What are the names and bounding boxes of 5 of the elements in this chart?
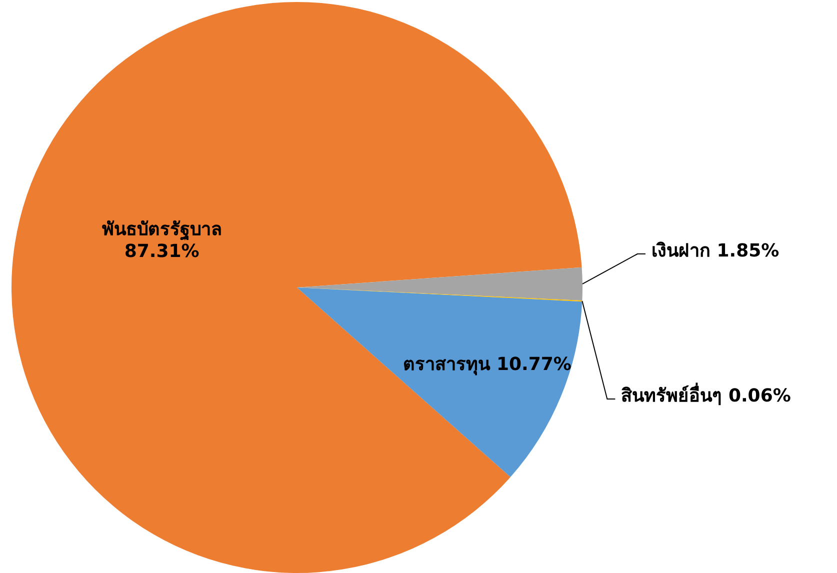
slice-label: สินทรัพย์อื่นๆ 0.06% <box>621 382 791 407</box>
slice-label: เงินฝาก 1.85% <box>651 240 780 262</box>
data-label: 87.31% <box>124 241 200 262</box>
slice-label: ตราสารทุน 10.77% <box>403 354 572 376</box>
slice-label: พันธบัตรรัฐบาล <box>102 219 222 242</box>
